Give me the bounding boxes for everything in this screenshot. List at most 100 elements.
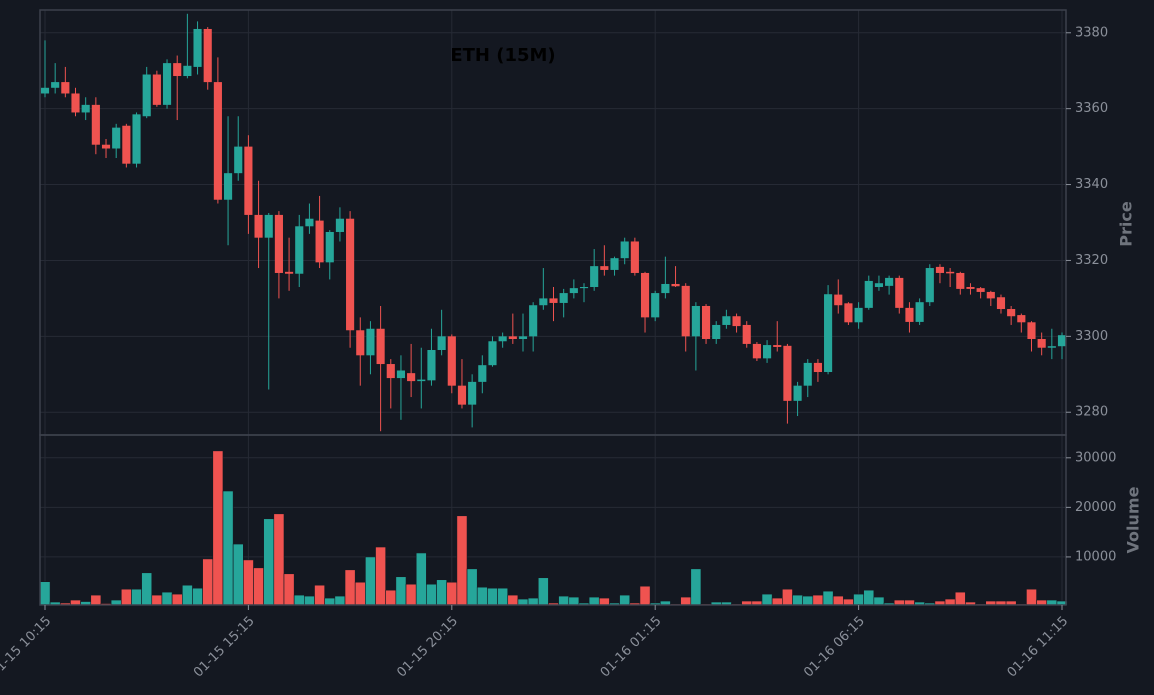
- candle-body: [356, 330, 365, 356]
- volume-bar: [446, 581, 458, 606]
- candle-body: [996, 297, 1006, 310]
- volume-bar: [812, 594, 824, 606]
- candle-body: [783, 345, 792, 401]
- candle-body: [671, 283, 680, 287]
- candle-body: [579, 287, 589, 289]
- volume-bar: [202, 558, 214, 606]
- volume-bar: [832, 595, 844, 606]
- candle-body: [498, 336, 507, 342]
- candle-body: [895, 277, 904, 308]
- candle-body: [885, 277, 894, 286]
- y-tick-label: 3320: [1075, 253, 1108, 268]
- candle-body: [142, 74, 151, 117]
- volume-bar: [822, 590, 834, 606]
- volume-bar: [771, 597, 783, 606]
- candle-body: [51, 82, 60, 88]
- volume-bar: [90, 594, 102, 606]
- volume-bar: [426, 583, 437, 606]
- candle-body: [91, 104, 100, 145]
- volume-bar: [802, 595, 814, 606]
- volume-bar: [365, 556, 376, 606]
- candle-body: [376, 328, 385, 365]
- candle-body: [701, 305, 711, 339]
- candle-body: [844, 303, 853, 323]
- candle-body: [213, 82, 222, 200]
- volume-tick-label: 10000: [1075, 549, 1116, 564]
- candle-body: [864, 280, 873, 308]
- volume-bar: [405, 583, 417, 606]
- candle-body: [915, 302, 924, 322]
- volume-axis-label: Volume: [1124, 486, 1143, 553]
- candle-body: [935, 266, 945, 273]
- candle-body: [295, 226, 304, 274]
- candle-body: [447, 336, 456, 386]
- volume-bar: [334, 595, 346, 606]
- candle-body: [285, 271, 294, 274]
- volume-bar: [192, 587, 203, 606]
- candle-body: [742, 324, 751, 344]
- volume-bar: [344, 569, 356, 606]
- candle-body: [549, 298, 558, 303]
- candle-body: [590, 266, 599, 288]
- candle-body: [1017, 315, 1026, 323]
- volume-bar: [619, 594, 631, 606]
- volume-bar: [314, 584, 325, 606]
- candle-body: [112, 127, 121, 149]
- candle-body: [71, 93, 80, 113]
- volume-bar: [273, 513, 285, 606]
- candle-body: [1047, 346, 1056, 348]
- candle-body: [254, 214, 263, 238]
- candle-body: [152, 74, 161, 105]
- candle-body: [223, 173, 233, 200]
- volume-bar: [497, 587, 509, 606]
- chart-title: ETH (15M): [450, 45, 555, 66]
- candle-body: [773, 345, 782, 347]
- candle-body: [1007, 309, 1016, 317]
- candle-body: [732, 316, 741, 327]
- candle-body: [600, 266, 609, 270]
- volume-bar: [639, 585, 651, 606]
- volume-bar: [232, 543, 244, 606]
- candle-body: [1037, 338, 1046, 348]
- volume-bar: [568, 596, 580, 606]
- volume-bar: [487, 587, 498, 606]
- volume-bar: [436, 579, 448, 606]
- volume-bar: [863, 589, 875, 606]
- candle-body: [386, 364, 395, 379]
- volume-bar: [507, 594, 519, 606]
- candle-body: [712, 324, 721, 339]
- candle-body: [763, 345, 772, 359]
- candle-body: [488, 341, 497, 366]
- volume-tick-label: 20000: [1075, 500, 1116, 515]
- candle-body: [813, 362, 822, 373]
- volume-bar: [761, 593, 773, 606]
- y-tick-label: 3360: [1075, 101, 1108, 116]
- y-tick-label: 3340: [1075, 177, 1108, 192]
- candle-body: [508, 336, 517, 339]
- volume-bar: [558, 595, 570, 606]
- candle-body: [1027, 322, 1036, 339]
- volume-bar: [375, 546, 386, 606]
- candle-body: [274, 214, 283, 273]
- candle-body: [874, 283, 884, 288]
- volume-bar: [954, 591, 966, 606]
- candle-body: [620, 241, 629, 259]
- candle-body: [203, 28, 212, 83]
- volume-panel: [39, 434, 1067, 606]
- candle-body: [427, 350, 436, 381]
- candle-body: [569, 288, 578, 294]
- volume-bar: [151, 594, 163, 606]
- candle-body: [518, 336, 528, 339]
- candle-body: [407, 373, 416, 382]
- candle-body: [366, 328, 375, 356]
- candle-body: [468, 381, 477, 405]
- candle-body: [305, 218, 314, 227]
- candle-body: [854, 307, 863, 323]
- volume-bar: [456, 515, 468, 606]
- candle-body: [183, 65, 192, 77]
- volume-bar: [476, 586, 488, 606]
- volume-bar: [171, 593, 183, 606]
- candle-body: [925, 268, 934, 303]
- candle-body: [264, 214, 273, 238]
